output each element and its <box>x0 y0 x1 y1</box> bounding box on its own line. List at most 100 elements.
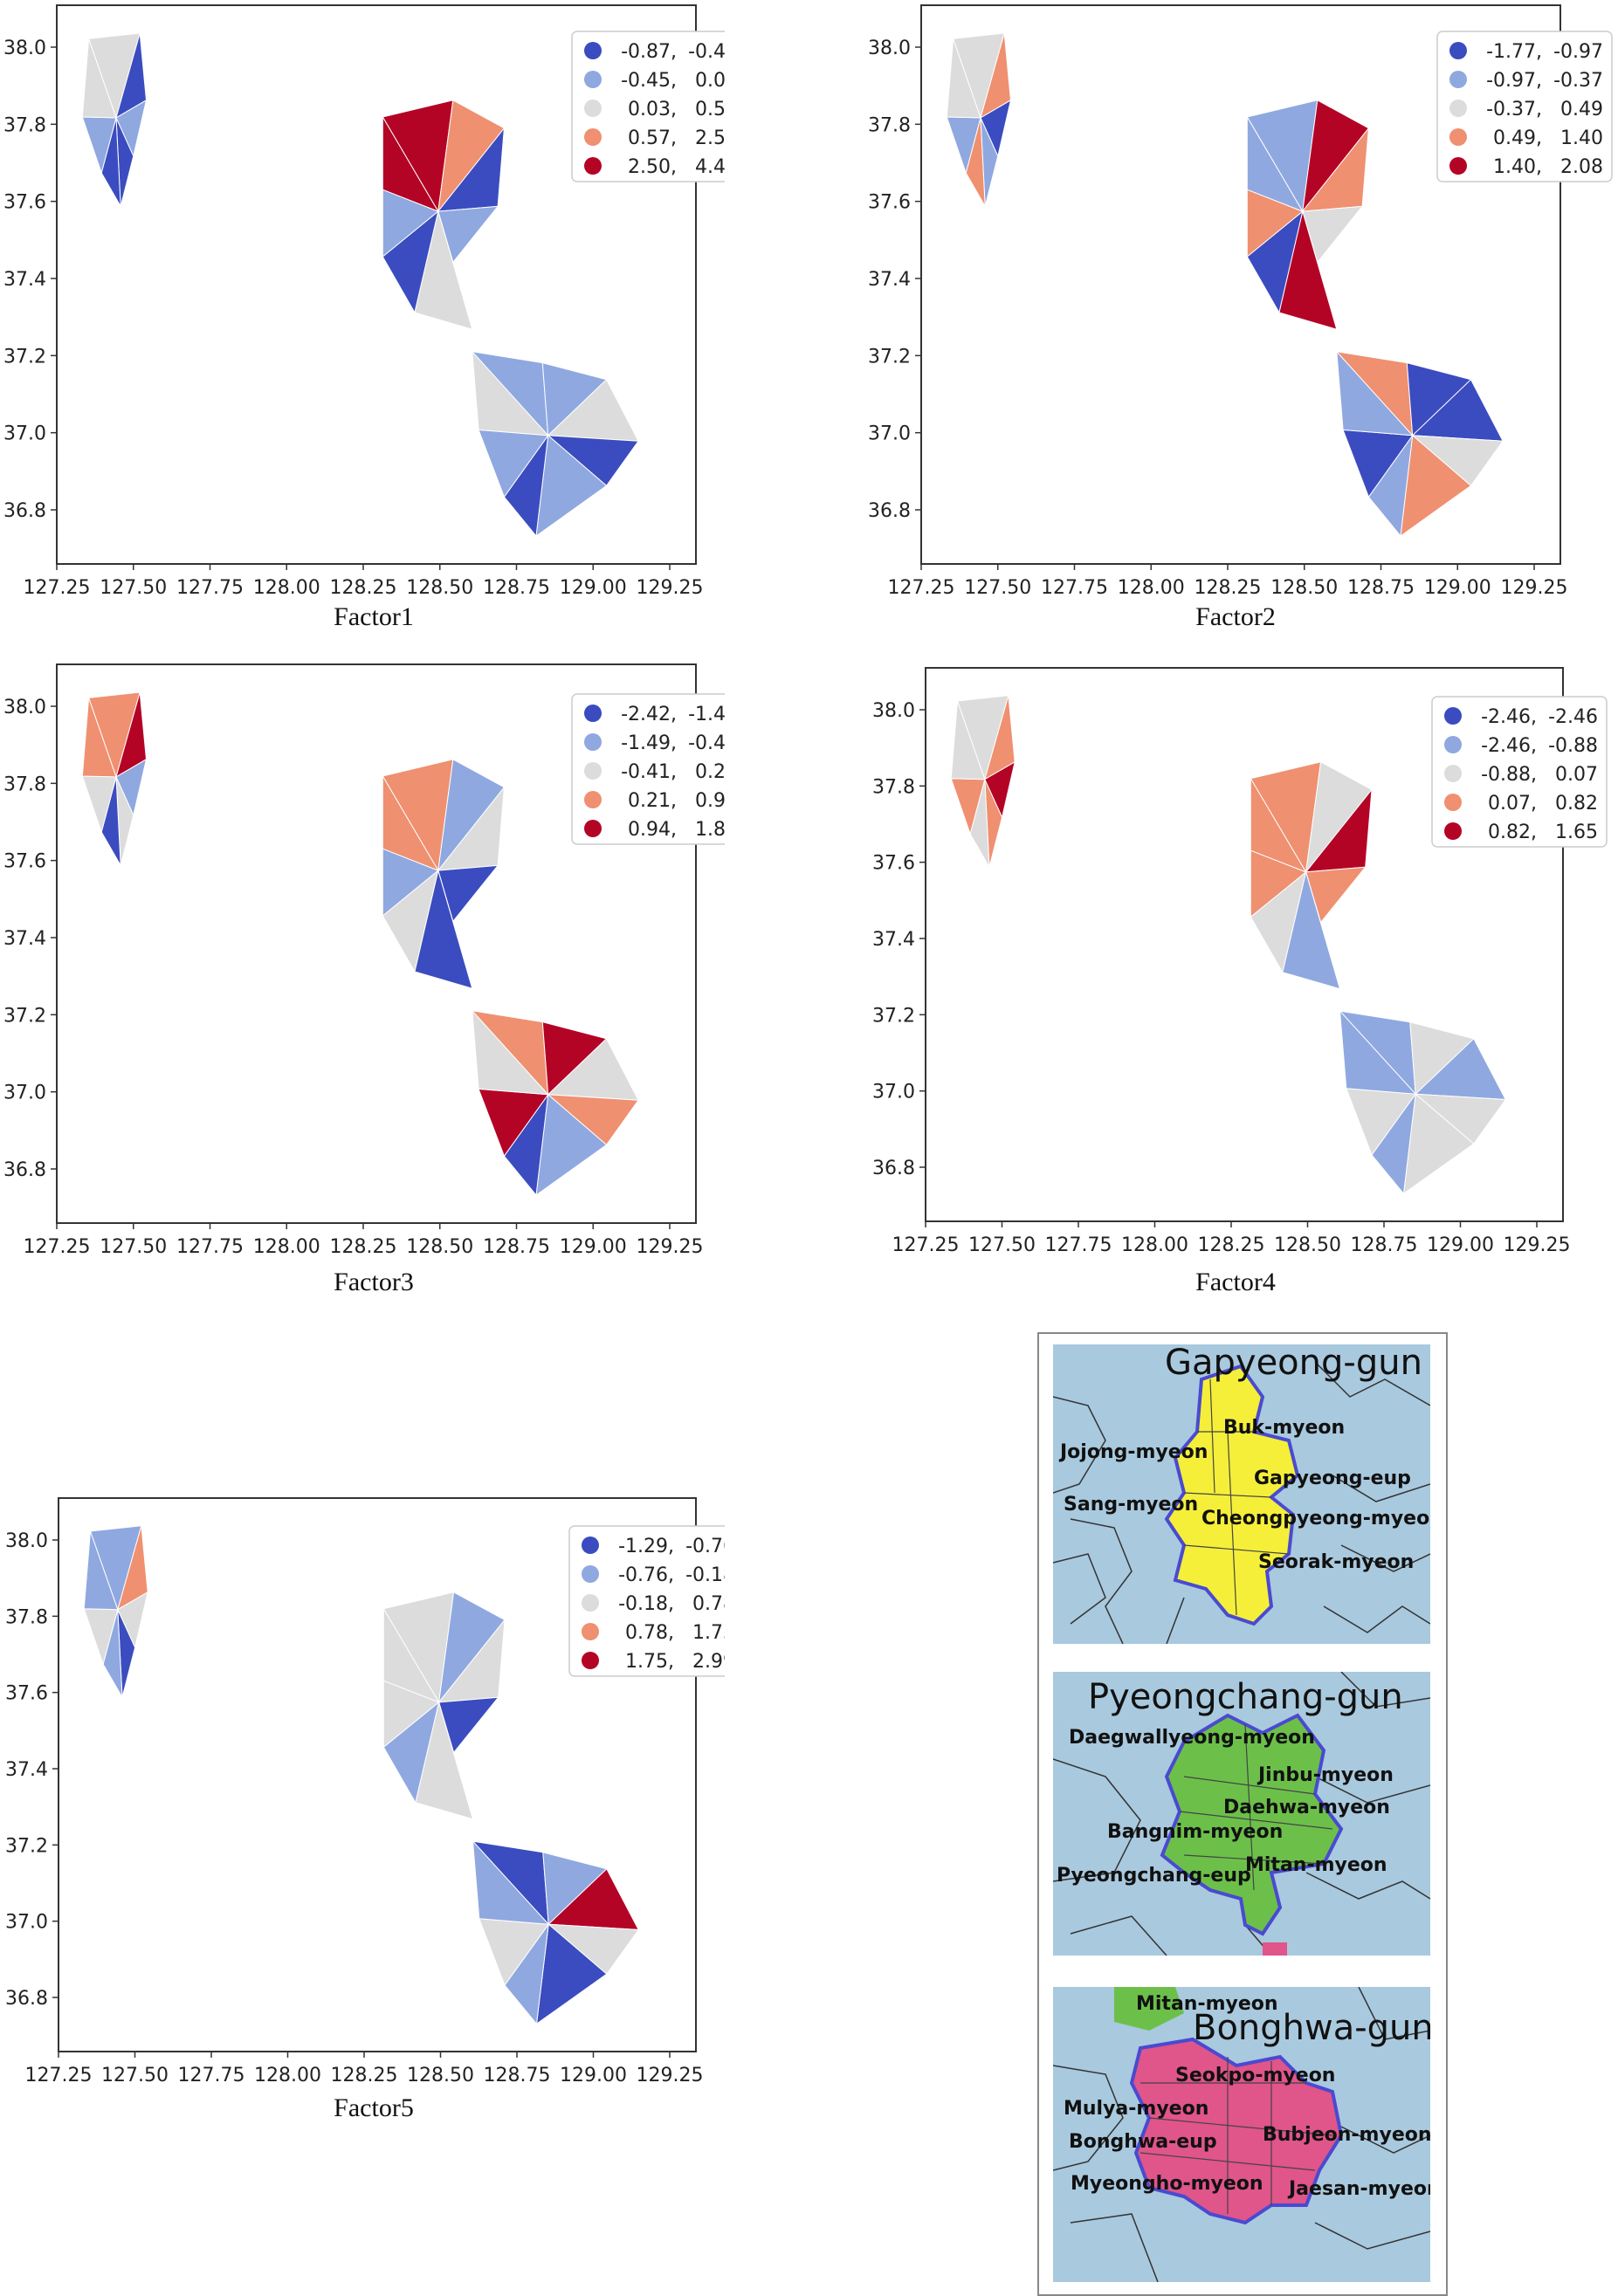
district-north <box>81 38 117 119</box>
district-mid <box>1246 115 1304 213</box>
legend-label: -0.37, <box>1486 99 1542 120</box>
reference-map-pyeongchang: Pyeongchang-gun Daegwallyeong-myeon Jinb… <box>1053 1672 1430 1956</box>
legend-label: -2.46, <box>1481 735 1537 757</box>
legend-marker <box>1449 157 1467 175</box>
y-tick-label: 37.0 <box>868 423 911 445</box>
label-myeongho-myeon: Myeongho-myeon <box>1071 2173 1263 2195</box>
legend-marker <box>1449 42 1467 59</box>
label-daehwa-myeon: Daehwa-myeon <box>1223 1797 1390 1818</box>
legend-label: 1.75 <box>692 1622 725 1644</box>
district-mid <box>382 115 439 213</box>
pyeongchang-county-shape <box>1160 1713 1344 1936</box>
legend-marker <box>584 791 602 808</box>
legend-marker <box>584 820 602 837</box>
y-tick-label: 38.0 <box>5 1530 48 1552</box>
y-tick-label: 37.6 <box>872 853 915 875</box>
legend-marker <box>1449 128 1467 146</box>
label-sang-myeon: Sang-myeon <box>1064 1494 1198 1516</box>
y-tick-label: 37.2 <box>872 1005 915 1027</box>
legend-label: -0.37 <box>1553 70 1603 92</box>
legend-label: 0.21, <box>628 790 677 812</box>
legend-label: -0.41, <box>621 761 677 783</box>
x-tick-label: 127.25 <box>892 1234 960 1256</box>
label-mitan-myeon: Mitan-myeon <box>1245 1854 1387 1876</box>
x-tick-label: 128.25 <box>1198 1234 1265 1256</box>
district-mid <box>382 774 439 872</box>
legend-label: 1.40, <box>1493 156 1542 178</box>
x-tick-label: 129.00 <box>1427 1234 1494 1256</box>
map-panel-factor2: 127.25 127.50 127.75 128.00 128.25 128.50 128.… <box>868 4 1613 599</box>
legend-marker <box>582 1594 599 1612</box>
legend-label: 0.03 <box>695 70 725 92</box>
x-tick-label: 127.25 <box>24 577 91 599</box>
district-mid <box>382 1606 440 1703</box>
legend-marker <box>1444 794 1462 811</box>
legend: -0.87, -0.45 -0.45, 0.03 0.03, 0.57 0.57, 2.50 2… <box>571 31 725 182</box>
x-tick-label: 127.75 <box>1045 1234 1112 1256</box>
legend-label: -2.42, <box>621 704 677 725</box>
district-north <box>83 1530 119 1611</box>
bonghwa-title: Bonghwa-gun <box>1193 2008 1430 2048</box>
y-tick-label: 37.0 <box>3 423 46 445</box>
legend-label: 2.99 <box>692 1651 725 1673</box>
map-panel-factor1: 127.25 127.50 127.75 128.00 128.25 128.50 128.… <box>3 4 725 599</box>
y-tick-label: 38.0 <box>868 38 911 59</box>
legend-label: 0.78 <box>692 1593 725 1615</box>
x-tick-label: 127.50 <box>101 2065 169 2086</box>
district-south <box>1339 1009 1417 1095</box>
legend-label: -0.87, <box>621 41 677 63</box>
gapyeong-title: Gapyeong-gun <box>1165 1344 1422 1383</box>
map-panel-factor5: 127.25 127.50 127.75 128.00 128.25 128.50 128.… <box>5 1497 725 2086</box>
y-tick-label: 37.2 <box>868 346 911 368</box>
y-tick-label: 37.8 <box>3 773 46 795</box>
x-tick-label: 128.75 <box>1351 1234 1418 1256</box>
district-north <box>950 700 986 780</box>
y-tick-label: 37.4 <box>3 269 46 291</box>
legend-label: 0.94, <box>628 819 677 841</box>
district-mid <box>1250 776 1307 873</box>
label-jinbu-myeon: Jinbu-myeon <box>1257 1764 1394 1786</box>
label-gapyeong-eup: Gapyeong-eup <box>1254 1468 1411 1489</box>
x-tick-label: 127.25 <box>25 2065 93 2086</box>
label-pyeongchang-eup: Pyeongchang-eup <box>1057 1865 1251 1887</box>
legend-marker <box>1449 71 1467 88</box>
caption-factor3: Factor3 <box>334 1268 414 1296</box>
legend-marker <box>582 1652 599 1669</box>
y-tick-label: 38.0 <box>872 700 915 722</box>
legend-marker <box>582 1565 599 1583</box>
legend-label: -0.45 <box>688 41 725 63</box>
label-bubjeon-myeon: Bubjeon-myeon <box>1263 2124 1430 2146</box>
x-tick-label: 127.50 <box>964 577 1031 599</box>
label-mulya-myeon: Mulya-myeon <box>1064 2098 1208 2120</box>
district-south <box>472 350 549 437</box>
legend: -2.42, -1.49 -1.49, -0.41 -0.41, 0.21 0.21, 0.9… <box>571 693 725 845</box>
y-tick-label: 36.8 <box>3 500 46 522</box>
label-seokpo-myeon: Seokpo-myeon <box>1175 2065 1335 2086</box>
label-buk-myeon: Buk-myeon <box>1223 1417 1345 1439</box>
legend-marker <box>584 157 602 175</box>
x-tick-label: 127.25 <box>888 577 955 599</box>
x-tick-label: 127.50 <box>100 577 167 599</box>
legend: -1.77, -0.97 -0.97, -0.37 -0.37, 0.49 0.49, 1.4… <box>1436 31 1613 182</box>
label-cheongpyeong-myeon: Cheongpyeong-myeon <box>1201 1508 1430 1530</box>
district-south <box>472 1009 549 1096</box>
y-tick-label: 36.8 <box>3 1159 46 1181</box>
legend-label: -1.49 <box>688 704 725 725</box>
y-tick-label: 37.6 <box>868 192 911 214</box>
y-tick-label: 37.4 <box>868 269 911 291</box>
legend-label: -0.76 <box>685 1536 725 1557</box>
legend-marker <box>584 100 602 117</box>
legend-label: 0.03, <box>628 99 677 120</box>
label-jaesan-myeon: Jaesan-myeon <box>1287 2178 1430 2200</box>
legend-label: 1.40 <box>1560 127 1603 149</box>
legend-label: 0.49 <box>1560 99 1603 120</box>
y-tick-label: 38.0 <box>3 38 46 59</box>
label-mitan-myeon-2: Mitan-myeon <box>1136 1993 1278 2015</box>
label-jojong-myeon: Jojong-myeon <box>1058 1441 1208 1463</box>
legend-label: 0.07, <box>1488 793 1537 815</box>
x-tick-label: 129.25 <box>1501 577 1568 599</box>
y-tick-label: 37.2 <box>3 1005 46 1027</box>
x-tick-label: 127.75 <box>176 577 244 599</box>
y-tick-label: 37.0 <box>872 1082 915 1103</box>
x-tick-label: 129.00 <box>560 2065 627 2086</box>
